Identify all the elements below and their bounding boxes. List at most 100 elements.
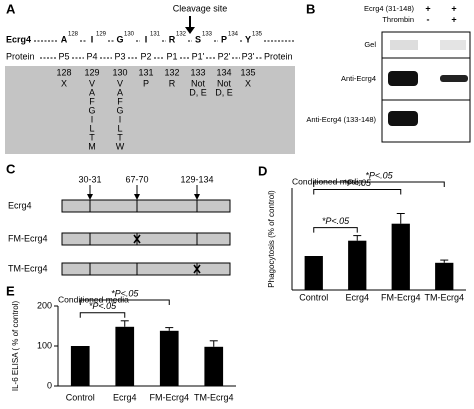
- gel-band: [390, 40, 418, 50]
- residue: I: [145, 34, 148, 44]
- x-tick-label: Ecrg4: [113, 392, 137, 402]
- residue: Y: [245, 34, 251, 44]
- site-label: 30-31: [78, 174, 101, 184]
- site: P2: [140, 51, 151, 61]
- site: P3: [114, 51, 125, 61]
- residue: I: [91, 34, 94, 44]
- blot-label: Gel: [364, 40, 376, 49]
- significance-bracket: [313, 189, 402, 195]
- allowed-residue: V: [89, 78, 95, 88]
- allowed-residue: L: [89, 123, 94, 133]
- allowed-residue: Not: [217, 78, 232, 88]
- bar: [435, 262, 454, 290]
- y-tick-label: 0: [47, 380, 52, 390]
- y-axis-label: Phagocytosis (% of control): [267, 190, 276, 288]
- significance-bracket: [79, 299, 170, 305]
- site-number: 130: [112, 67, 127, 77]
- allowed-residue: W: [116, 141, 125, 151]
- charts: Control Ecrg4 FM-Ecrg4 TM-Ecrg4*P<.05*P<.05…: [6, 163, 466, 402]
- y-tick-label: 100: [37, 340, 52, 350]
- significance-label: *P<.05: [89, 301, 117, 311]
- allowed-residue: G: [88, 105, 95, 115]
- site: P1': [192, 51, 205, 61]
- x-tick-label: FM-Ecrg4: [149, 392, 189, 402]
- site-number: 131: [138, 67, 153, 77]
- bar: [159, 330, 179, 386]
- residue-number: 129: [96, 32, 107, 38]
- condition-label: Ecrg4 (31-148): [364, 4, 415, 13]
- bar: [391, 223, 410, 290]
- residue-number: 133: [202, 32, 213, 38]
- construct-label: Ecrg4: [8, 200, 32, 210]
- protein-label: Protein: [6, 51, 35, 61]
- x-tick-label: Ecrg4: [345, 292, 369, 302]
- allowed-residue: I: [119, 114, 122, 124]
- bar: [204, 346, 224, 386]
- allowed-residues-box: [5, 66, 295, 154]
- site: P3': [242, 51, 255, 61]
- construct-bar: [61, 262, 231, 276]
- panel-label: C: [6, 161, 16, 176]
- bar: [115, 326, 135, 386]
- allowed-residue: Not: [191, 78, 206, 88]
- gel-band: [440, 40, 466, 50]
- x-tick-label: Control: [66, 392, 95, 402]
- condition-label: Thrombin: [382, 15, 414, 24]
- panel-c: 30-31 67-70 129-134 Ecrg4 FM-Ecrg4 TM-Ecrg4: [8, 174, 231, 276]
- allowed-residue: X: [245, 78, 251, 88]
- site-label: 129-134: [180, 174, 213, 184]
- residue-number: 128: [68, 32, 79, 38]
- residue: S: [195, 34, 201, 44]
- site: P5: [58, 51, 69, 61]
- residue: G: [116, 34, 123, 44]
- construct-bar: [61, 232, 231, 246]
- allowed-residue: G: [116, 105, 123, 115]
- allowed-residue: F: [117, 96, 123, 106]
- lane-sign: +: [425, 3, 430, 13]
- allowed-residue: P: [143, 78, 149, 88]
- construct-label: FM-Ecrg4: [8, 233, 48, 243]
- allowed-residue: A: [89, 87, 95, 97]
- construct-bar: [61, 199, 231, 213]
- bar: [304, 256, 323, 290]
- cleavage-arrowhead: [185, 27, 195, 34]
- residue: R: [169, 34, 176, 44]
- site-number: 128: [56, 67, 71, 77]
- construct-label: TM-Ecrg4: [8, 263, 48, 273]
- allowed-residue: R: [169, 78, 176, 88]
- residue-number: 134: [228, 32, 239, 38]
- residue: P: [221, 34, 227, 44]
- site: P1: [166, 51, 177, 61]
- blot-band: [388, 111, 418, 126]
- x-tick-label: TM-Ecrg4: [424, 292, 464, 302]
- residue-number: 130: [124, 32, 135, 38]
- bar: [70, 346, 90, 386]
- site-number: 135: [240, 67, 255, 77]
- allowed-residue: A: [117, 87, 123, 97]
- panel-a: A 128 I 129 G 130 I 131 R 132 S 133 P 134 Y 135P5128XP4…: [34, 32, 294, 151]
- blot-band: [440, 75, 468, 82]
- x-tick-label: TM-Ecrg4: [194, 392, 234, 402]
- chart-title: Conditioned media: [58, 294, 129, 304]
- allowed-residue: F: [89, 96, 95, 106]
- protein-label: Protein: [264, 51, 293, 61]
- blot-band: [388, 71, 418, 86]
- site-number: 133: [190, 67, 205, 77]
- y-tick-label: 200: [37, 300, 52, 310]
- significance-bracket: [313, 227, 358, 233]
- panel-label: E: [6, 283, 15, 298]
- mutation-x: [193, 264, 201, 274]
- chart-title: Conditioned media: [292, 176, 363, 186]
- lane-sign: +: [451, 3, 456, 13]
- y-axis-label: IL-6 ELISA ( % of control): [11, 301, 20, 392]
- site-number: 134: [216, 67, 231, 77]
- significance-label: *P<.05: [111, 288, 139, 298]
- allowed-residue: D, E: [215, 87, 233, 97]
- bar: [348, 240, 367, 290]
- blot-label: Anti-Ecrg4: [341, 74, 376, 83]
- allowed-residue: L: [117, 123, 122, 133]
- site: P4: [86, 51, 97, 61]
- lane-sign: -: [427, 14, 430, 24]
- x-tick-label: FM-Ecrg4: [381, 292, 421, 302]
